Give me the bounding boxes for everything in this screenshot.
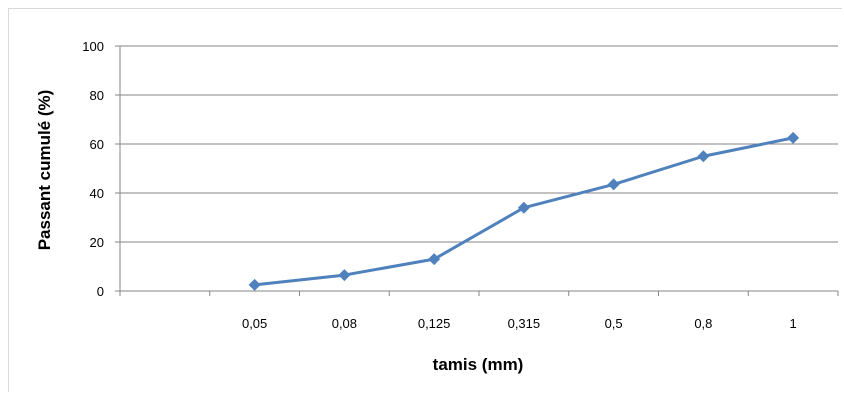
y-tick-label: 0: [97, 284, 104, 299]
x-tick-label: 0,05: [242, 316, 267, 331]
x-axis-title: tamis (mm): [433, 355, 524, 374]
data-point-marker: [338, 269, 351, 282]
y-tick-label: 40: [90, 186, 104, 201]
data-point-marker: [428, 253, 441, 266]
chart-frame: [8, 8, 842, 392]
y-tick-labels: 0 20 40 60 80 100: [82, 39, 104, 299]
data-point-marker: [248, 278, 261, 291]
data-point-marker: [607, 178, 620, 191]
y-tick-label: 80: [90, 88, 104, 103]
data-point-marker: [697, 150, 710, 163]
series-group: [248, 131, 800, 291]
y-tick-label: 60: [90, 137, 104, 152]
y-axis-title: Passant cumulé (%): [35, 90, 54, 251]
x-tick-label: 0,125: [418, 316, 451, 331]
data-point-marker: [787, 131, 800, 144]
gridlines: [120, 45, 838, 243]
x-tick-label: 0,315: [508, 316, 541, 331]
x-tick-label: 0,5: [605, 316, 623, 331]
axes: [115, 45, 839, 296]
x-tick-label: 1: [790, 316, 797, 331]
x-tick-labels: 0,05 0,08 0,125 0,315 0,5 0,8 1: [242, 316, 797, 331]
x-tick-label: 0,08: [332, 316, 357, 331]
y-tick-label: 100: [82, 39, 104, 54]
data-point-marker: [517, 201, 530, 214]
y-tick-label: 20: [90, 235, 104, 250]
x-tick-label: 0,8: [694, 316, 712, 331]
